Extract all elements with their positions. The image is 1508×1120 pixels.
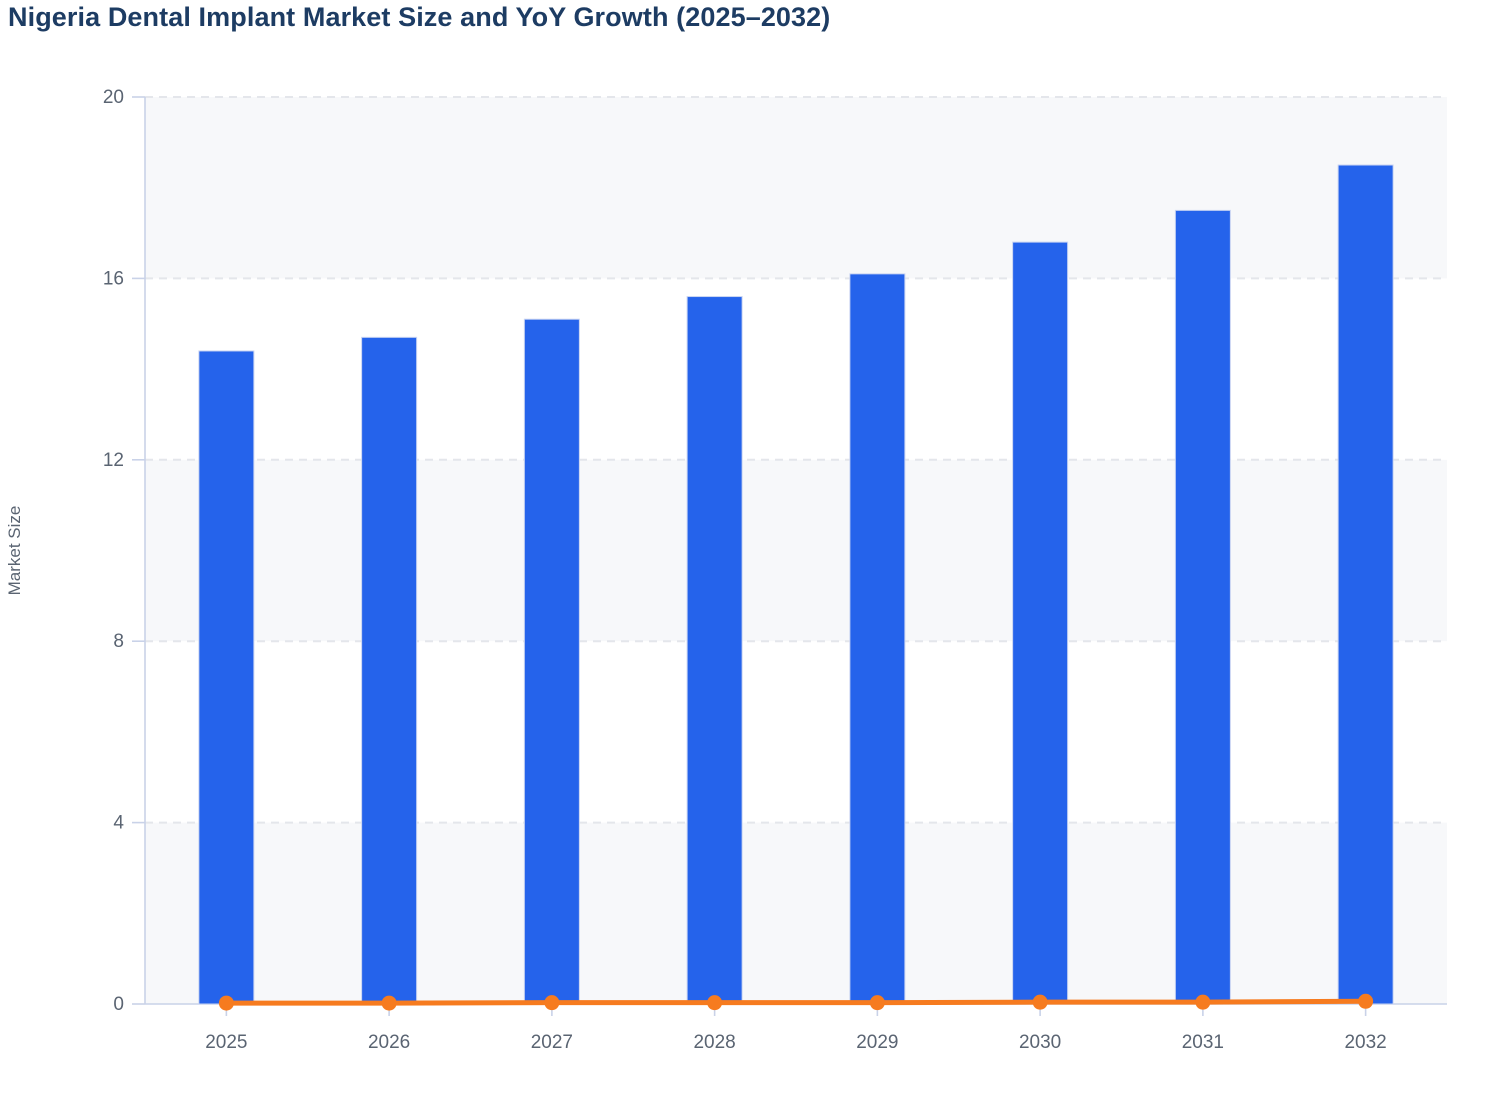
plot-band [145, 459, 1447, 642]
plot-band [145, 822, 1447, 1004]
x-tick-label: 2032 [1344, 1032, 1386, 1053]
x-tick-label: 2031 [1182, 1032, 1224, 1053]
yoy-marker-2032[interactable] [1358, 993, 1374, 1009]
x-tick-label: 2028 [693, 1032, 735, 1053]
yoy-marker-2031[interactable] [1195, 994, 1211, 1010]
x-tick-label: 2026 [368, 1032, 410, 1053]
y-tick-label: 0 [113, 994, 124, 1015]
bar-2029[interactable] [849, 273, 906, 1005]
plot-band [145, 97, 1447, 279]
x-tick-label: 2030 [1019, 1032, 1061, 1053]
bar-2028[interactable] [686, 296, 743, 1005]
y-axis-title: Market Size [5, 506, 24, 596]
x-tick-label: 2029 [856, 1032, 898, 1053]
bar-2025[interactable] [198, 350, 255, 1005]
yoy-marker-2026[interactable] [381, 995, 397, 1011]
bar-2027[interactable] [523, 318, 580, 1005]
yoy-marker-2025[interactable] [218, 995, 234, 1011]
y-tick-label: 8 [113, 631, 124, 652]
x-tick-label: 2025 [205, 1032, 247, 1053]
bar-2031[interactable] [1174, 209, 1231, 1005]
yoy-line [223, 998, 1369, 1006]
y-tick-label: 12 [103, 450, 124, 471]
yoy-marker-2028[interactable] [707, 995, 723, 1011]
plot-band [145, 641, 1447, 823]
bar-2030[interactable] [1012, 241, 1069, 1005]
yoy-marker-2027[interactable] [544, 995, 560, 1011]
y-tick-label: 20 [103, 87, 124, 108]
y-tick-label: 16 [103, 268, 124, 289]
bar-2032[interactable] [1337, 164, 1394, 1005]
chart-title: Nigeria Dental Implant Market Size and Y… [8, 2, 831, 32]
yoy-marker-2029[interactable] [869, 995, 885, 1011]
bar-2026[interactable] [361, 336, 418, 1005]
plot-band [145, 278, 1447, 460]
yoy-marker-2030[interactable] [1032, 994, 1048, 1010]
x-tick-label: 2027 [531, 1032, 573, 1053]
y-tick-label: 4 [113, 813, 124, 834]
